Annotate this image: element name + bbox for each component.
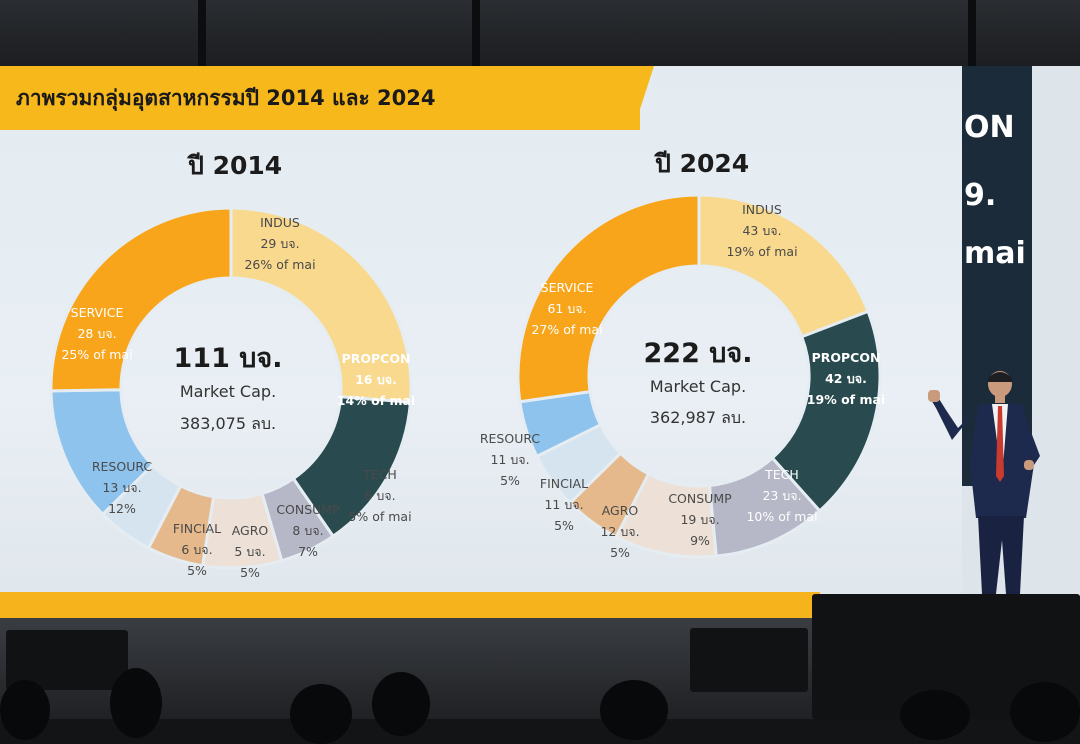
bottom-accent-strip (0, 592, 820, 618)
chart-2024-label-tech: TECH 23 บจ. 10% of mai (746, 467, 818, 524)
chart-2024-label-consump: CONSUMP 19 บจ. 9% (668, 491, 732, 548)
chart-2024-title: ปี 2024 (655, 149, 750, 178)
truss-beam (198, 0, 206, 70)
chart-2014-label-resourc: RESOURC 13 บจ. 12% (91, 459, 153, 516)
presenter-figure (928, 371, 1040, 594)
chart-2014-label-consump: CONSUMP 8 บจ. 7% (276, 502, 340, 559)
audience-head (0, 680, 50, 740)
audience-head (110, 668, 162, 738)
chart-2024-label-resourc: RESOURC 11 บจ. 5% (479, 431, 541, 488)
side-screen-text-1: ON (964, 110, 1015, 145)
chart-2014-market-cap-value: 383,075 ลบ. (179, 414, 277, 433)
truss-beam (472, 0, 480, 70)
audience-head (600, 680, 668, 740)
chart-2024-label-fincial: FINCIAL 11 บจ. 5% (539, 476, 589, 533)
chart-2014-label-fincial: FINCIAL 6 บจ. 5% (172, 521, 222, 578)
stage-speaker (690, 628, 808, 692)
side-screen-text-2: 9. (964, 178, 997, 213)
chart-2014-market-cap-label: Market Cap. (179, 382, 277, 401)
chart-2014-label-propcon: PROPCON 16 บจ. 14% of mai (336, 351, 416, 408)
chart-2024-label-service: SERVICE 61 บจ. 27% of mai (531, 280, 603, 337)
chart-2014-label-agro: AGRO 5 บจ. 5% (231, 523, 269, 580)
presentation-screen: ภาพรวมกลุ่มอุตสาหกรรมปี 2014 และ 2024 ปี… (0, 66, 962, 618)
donut-segment-service (49, 206, 233, 393)
slide-title: ภาพรวมกลุ่มอุตสาหกรรมปี 2014 และ 2024 (16, 86, 436, 110)
truss-beam (968, 0, 976, 70)
audience-head (900, 690, 970, 740)
chart-2014-label-indus: INDUS 29 บจ. 26% of mai (244, 215, 316, 272)
donut-segment-indus (229, 206, 413, 404)
chart-2024-label-propcon: PROPCON 42 บจ. 19% of mai (806, 350, 886, 407)
chart-2014-title: ปี 2014 (188, 151, 283, 180)
audience-head (372, 672, 430, 736)
chart-2024-label-indus: INDUS 43 บจ. 19% of mai (726, 202, 798, 259)
chart-2024-label-agro: AGRO 12 บจ. 5% (600, 503, 640, 560)
side-screen-text-3: mai (964, 236, 1026, 271)
audience-head (1010, 682, 1080, 742)
chart-2014-company-count: 111 บจ. (173, 343, 283, 374)
donut-chart-2014 (49, 206, 413, 570)
chart-2024-market-cap-label: Market Cap. (649, 377, 747, 396)
chart-2024-company-count: 222 บจ. (643, 338, 753, 369)
title-banner: ภาพรวมกลุ่มอุตสาหกรรมปี 2014 และ 2024 (0, 66, 640, 130)
audience-head (290, 684, 352, 744)
chart-2014-label-tech: TECH 6 บจ. 5% of mai (348, 467, 412, 524)
chart-2024-market-cap-value: 362,987 ลบ. (649, 408, 747, 427)
donut-chart-2024 (516, 193, 882, 559)
donut-segment-service (516, 193, 701, 404)
chart-2014-label-service: SERVICE 28 บจ. 25% of mai (61, 305, 133, 362)
stage-ceiling (0, 0, 1080, 70)
